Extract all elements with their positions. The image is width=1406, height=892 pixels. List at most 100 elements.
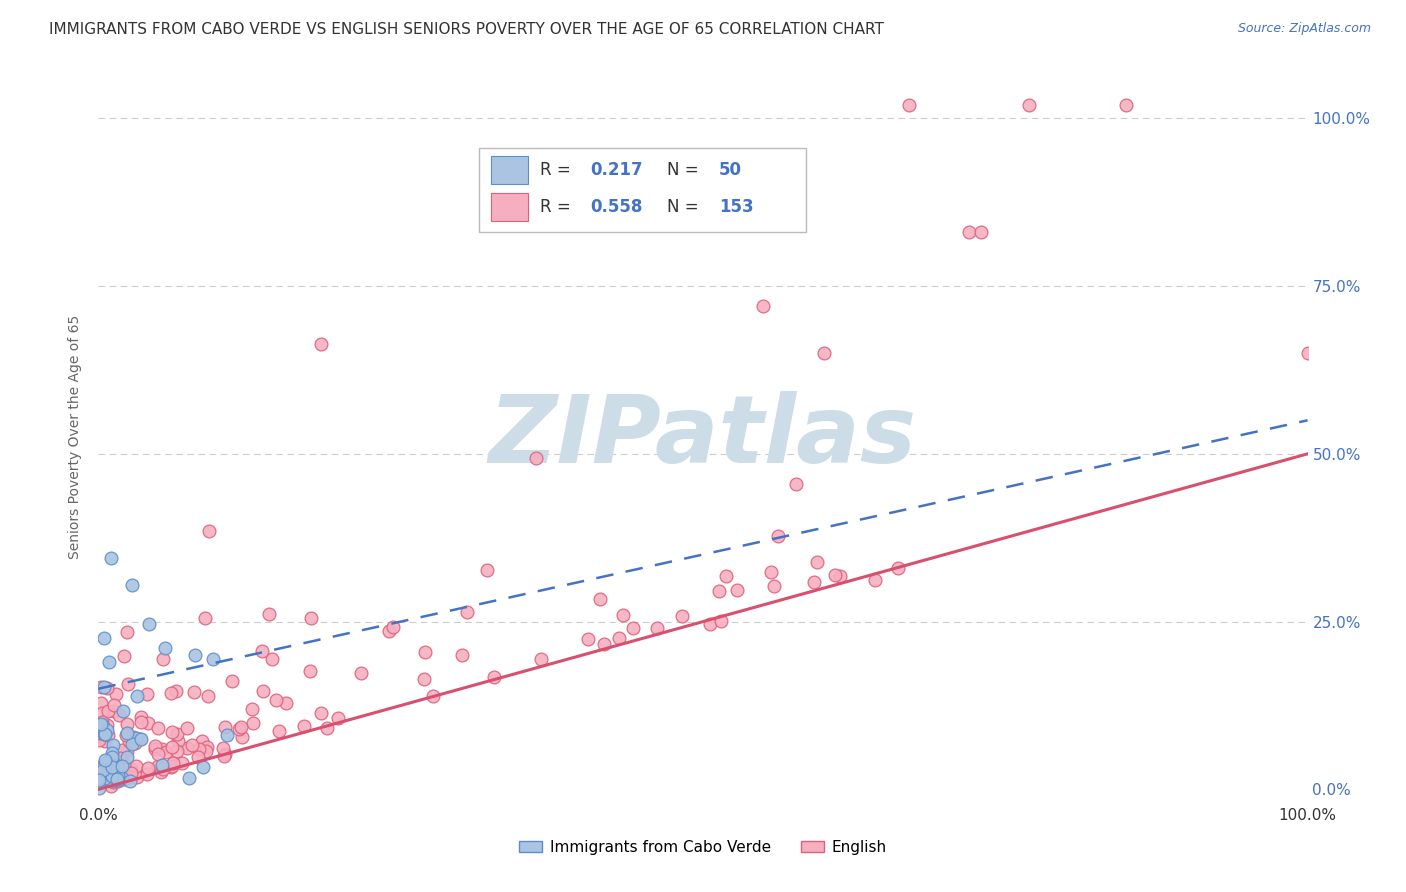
Text: N =: N = (666, 198, 703, 216)
Text: Source: ZipAtlas.com: Source: ZipAtlas.com (1237, 22, 1371, 36)
Point (785, 476, 807, 491)
Point (165, 684, 187, 698)
Point (824, 567, 846, 582)
Point (530, 652, 553, 666)
Point (115, 725, 138, 739)
Point (191, 759, 214, 773)
Point (96, 756, 118, 771)
Point (110, 743, 132, 757)
Point (100, 758, 122, 772)
Text: 50: 50 (718, 161, 742, 179)
Point (176, 721, 198, 735)
Point (212, 740, 235, 755)
Point (229, 720, 252, 734)
Point (87, 733, 110, 747)
Point (315, 721, 337, 735)
Point (89, 767, 111, 781)
Point (152, 742, 174, 756)
Point (146, 747, 169, 761)
Point (806, 555, 828, 569)
Point (111, 705, 134, 719)
Point (830, 569, 852, 583)
Point (752, 299, 775, 313)
Point (166, 727, 188, 741)
Point (150, 758, 173, 772)
Point (612, 608, 634, 623)
Point (710, 614, 733, 628)
Point (129, 709, 152, 723)
Point (309, 336, 332, 351)
Point (90, 774, 112, 789)
Point (101, 750, 124, 764)
Point (100, 779, 122, 793)
Point (96, 767, 118, 781)
Point (887, 561, 910, 575)
Point (897, 98, 920, 112)
Point (242, 716, 264, 731)
Point (250, 644, 273, 658)
Point (146, 721, 169, 735)
Point (475, 562, 498, 576)
Point (727, 583, 749, 598)
Point (214, 720, 236, 734)
Point (107, 774, 129, 789)
Point (118, 734, 141, 748)
Point (813, 346, 835, 360)
Point (101, 738, 124, 752)
Point (117, 677, 139, 691)
Point (87, 773, 110, 788)
Point (155, 745, 177, 759)
Point (970, 226, 993, 240)
Point (117, 624, 139, 639)
Point (299, 611, 322, 625)
Point (231, 730, 253, 744)
Point (112, 772, 135, 786)
Point (122, 730, 145, 744)
Point (671, 608, 693, 623)
Y-axis label: Seniors Poverty Over the Age of 65: Seniors Poverty Over the Age of 65 (69, 315, 83, 559)
Point (124, 736, 146, 750)
Point (197, 689, 219, 703)
Point (138, 761, 160, 775)
Point (93, 727, 115, 741)
Point (90, 680, 112, 694)
Point (456, 605, 478, 619)
Point (93, 632, 115, 646)
Point (350, 665, 373, 680)
Point (91, 761, 114, 775)
Point (90, 706, 112, 721)
Point (252, 684, 274, 698)
Point (589, 592, 612, 607)
Point (578, 632, 600, 647)
Point (90, 718, 112, 732)
Text: IMMIGRANTS FROM CABO VERDE VS ENGLISH SENIORS POVERTY OVER THE AGE OF 65 CORRELA: IMMIGRANTS FROM CABO VERDE VS ENGLISH SE… (49, 22, 884, 37)
Point (172, 756, 194, 771)
Point (114, 728, 136, 742)
Point (179, 771, 201, 785)
Point (98, 770, 121, 784)
Point (152, 652, 174, 666)
Point (90, 696, 112, 710)
Point (292, 719, 315, 733)
Point (90, 717, 112, 731)
Point (194, 744, 217, 758)
Point (101, 755, 124, 769)
Point (699, 616, 721, 631)
Point (120, 765, 142, 780)
Point (111, 772, 134, 786)
Point (160, 739, 183, 754)
Point (240, 701, 263, 715)
Point (184, 648, 207, 662)
Point (763, 579, 786, 593)
Point (194, 611, 217, 625)
Point (153, 641, 176, 656)
Point (645, 621, 668, 635)
Point (166, 734, 188, 748)
Point (160, 686, 183, 700)
Point (707, 583, 730, 598)
Point (482, 670, 505, 684)
Point (162, 756, 184, 770)
Point (264, 693, 287, 707)
FancyBboxPatch shape (492, 156, 527, 184)
Point (118, 770, 141, 784)
